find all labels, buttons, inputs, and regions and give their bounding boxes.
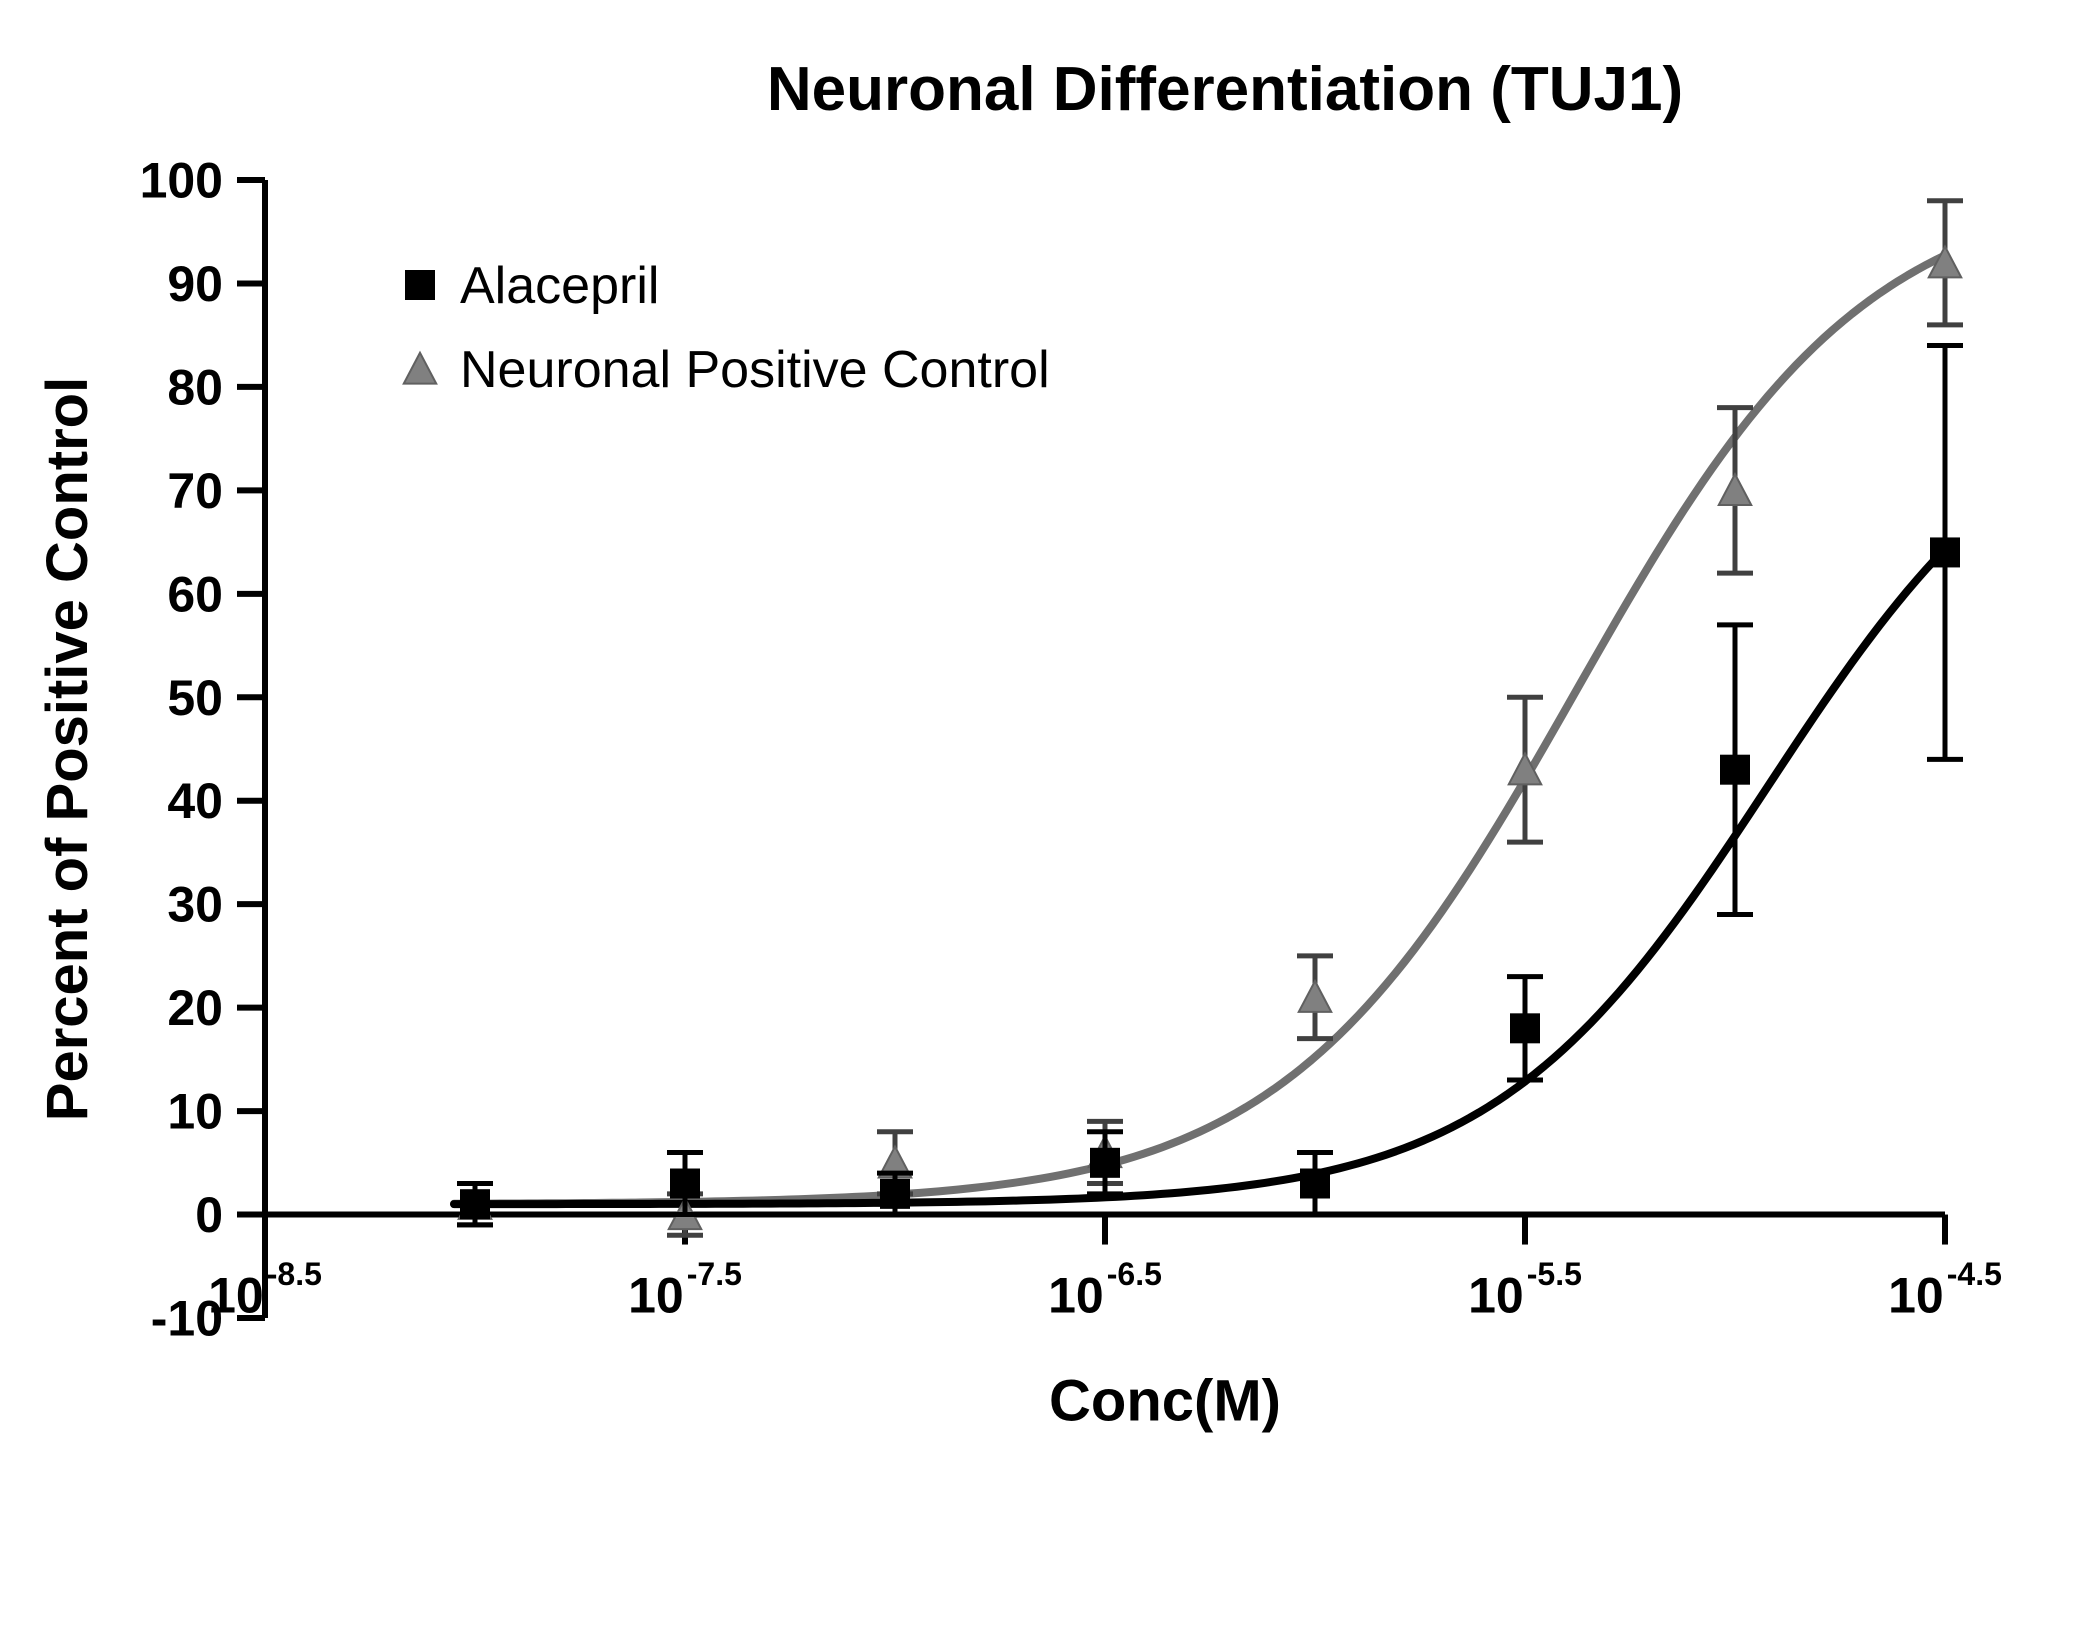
svg-text:10: 10: [167, 1084, 223, 1140]
svg-text:80: 80: [167, 359, 223, 415]
svg-text:40: 40: [167, 773, 223, 829]
svg-text:50: 50: [167, 670, 223, 726]
chart-svg: Neuronal Differentiation (TUJ1)-10010203…: [0, 0, 2080, 1641]
svg-text:90: 90: [167, 256, 223, 312]
svg-text:10-7.5: 10-7.5: [628, 1256, 742, 1324]
svg-text:Neuronal Positive Control: Neuronal Positive Control: [460, 341, 1050, 399]
chart-container: Neuronal Differentiation (TUJ1)-10010203…: [0, 0, 2080, 1641]
svg-text:Alacepril: Alacepril: [460, 257, 659, 315]
svg-text:10-5.5: 10-5.5: [1468, 1256, 1582, 1324]
svg-text:60: 60: [167, 566, 223, 622]
svg-text:20: 20: [167, 980, 223, 1036]
svg-text:10-6.5: 10-6.5: [1048, 1256, 1162, 1324]
svg-text:0: 0: [195, 1187, 223, 1243]
svg-text:Neuronal Differentiation (TUJ1: Neuronal Differentiation (TUJ1): [767, 55, 1683, 124]
svg-text:100: 100: [140, 153, 223, 209]
svg-text:10-4.5: 10-4.5: [1888, 1256, 2002, 1324]
svg-text:30: 30: [167, 877, 223, 933]
svg-text:Conc(M): Conc(M): [1049, 1369, 1281, 1434]
svg-text:70: 70: [167, 463, 223, 519]
svg-text:Percent of Positive Control: Percent of Positive Control: [35, 377, 100, 1121]
